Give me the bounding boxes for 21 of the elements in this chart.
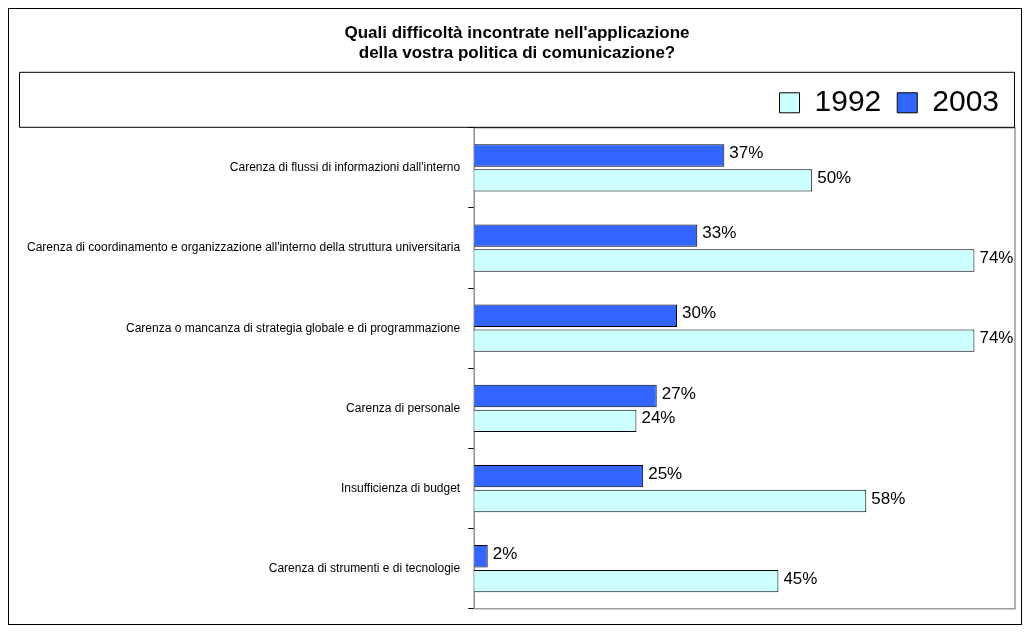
y-tick-label: Carenza o mancanza di strategia globale e di programmazione (125, 320, 461, 335)
chart-title: Quali difficoltà incontrate nell'applicazione della vostra politica di comunicazione? (344, 22, 690, 63)
y-tick-label: Insufficienza di budget (340, 480, 461, 495)
data-label: 50% (817, 168, 852, 187)
data-label: 24% (641, 408, 676, 428)
y-tick-label: Carenza di personale (346, 400, 461, 415)
data-label: 30% (682, 303, 717, 323)
data-label: 37% (729, 143, 764, 163)
data-label: 2% (492, 543, 518, 563)
data-label: 25% (648, 463, 683, 483)
data-label: 27% (661, 383, 696, 403)
data-label: 45% (783, 568, 818, 588)
y-tick-label: Carenza di strumenti e di tecnologie (268, 561, 461, 576)
data-label: 33% (702, 223, 737, 243)
data-label: 58% (871, 488, 906, 508)
legend-label: 2003 (932, 84, 1000, 118)
data-label: 74% (979, 328, 1014, 348)
y-tick-label: Carenza di flussi di informazioni dall'interno (229, 160, 461, 175)
data-label: 74% (979, 248, 1014, 268)
legend-label: 1992 (814, 84, 882, 118)
y-tick-label: Carenza di coordinamento e organizzazione all'interno della struttura universitaria (26, 240, 461, 255)
